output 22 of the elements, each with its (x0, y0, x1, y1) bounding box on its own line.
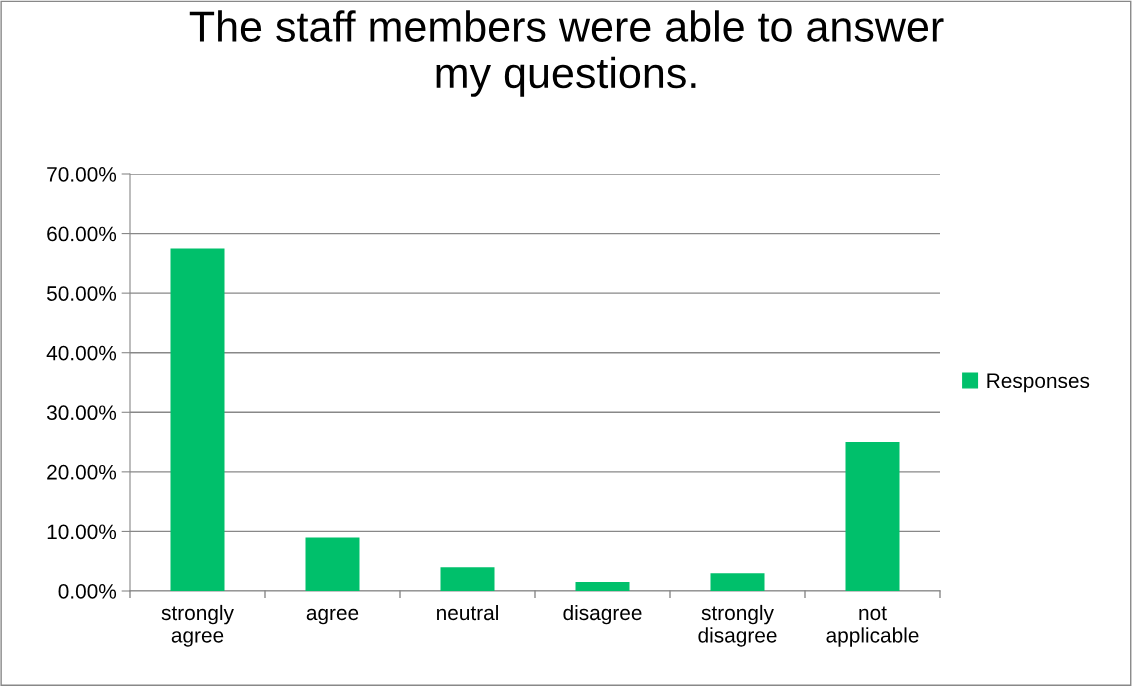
bar (440, 567, 495, 591)
y-tick-label: 50.00% (46, 286, 117, 301)
y-tick-label: 60.00% (47, 226, 117, 242)
legend-label: Responses (987, 373, 1090, 393)
x-tick-label: not applicable (826, 606, 919, 647)
bar (710, 573, 765, 591)
y-tick-label: 70.00% (47, 167, 117, 182)
bar (305, 537, 360, 591)
y-tick-label: 40.00% (46, 345, 117, 361)
y-tick-label: 10.00% (47, 524, 117, 540)
x-tick-label: agree (306, 608, 359, 625)
x-tick-label: strongly agree (161, 604, 234, 647)
bar (575, 582, 630, 591)
y-tick-label: 30.00% (46, 405, 117, 421)
x-tick-label: strongly disagree (698, 604, 777, 647)
x-tick-label: neutral (437, 604, 498, 621)
bar (845, 442, 900, 591)
y-tick-label: 20.00% (47, 464, 117, 480)
x-tick-label: disagree (563, 604, 642, 625)
y-tick-label: 0.00% (58, 584, 117, 599)
chart-title: The staff members were able to answer my questions. (189, 10, 944, 97)
bar (170, 248, 225, 591)
